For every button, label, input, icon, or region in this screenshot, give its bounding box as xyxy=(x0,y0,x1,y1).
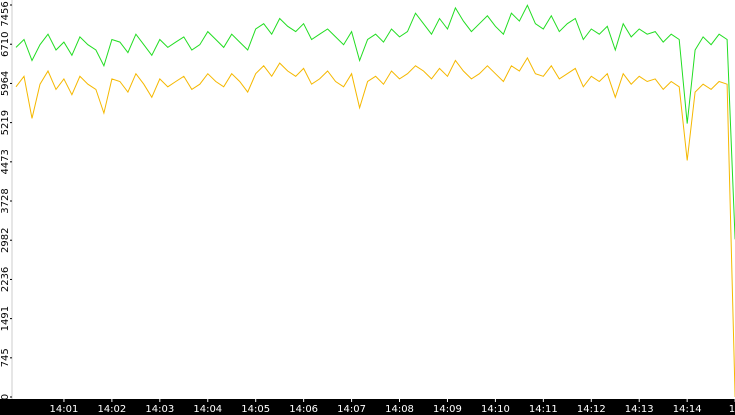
x-tick-label: 14:02 xyxy=(97,404,126,415)
x-tick-label: 14:03 xyxy=(145,404,174,415)
y-tick-label: 7456 xyxy=(0,1,11,26)
y-tick-label: 5219 xyxy=(0,110,11,135)
series-line xyxy=(15,56,735,398)
x-tick-label: 14:08 xyxy=(385,404,414,415)
x-tick-label: 14:11 xyxy=(529,404,558,415)
y-tick-label: 745 xyxy=(0,348,11,367)
x-tick-label: 14:14 xyxy=(673,404,702,415)
x-tick-label: 14:05 xyxy=(241,404,270,415)
y-tick-label: 5964 xyxy=(0,71,11,96)
y-tick-label: 3728 xyxy=(0,188,11,213)
y-tick-label: 1491 xyxy=(0,306,11,331)
series-line xyxy=(15,4,735,240)
x-tick-label: 14 xyxy=(729,404,735,415)
x-tick-label: 14:07 xyxy=(337,404,366,415)
x-tick-label: 14:12 xyxy=(577,404,606,415)
x-tick-label: 14:01 xyxy=(50,404,79,415)
x-tick-label: 14:09 xyxy=(433,404,462,415)
y-tick-label: 4473 xyxy=(0,149,11,174)
x-tick-label: 14:10 xyxy=(481,404,510,415)
plot-background xyxy=(0,0,735,399)
y-tick-label: 6710 xyxy=(0,31,11,56)
y-tick-label: 2982 xyxy=(0,227,11,252)
y-tick-label: 0 xyxy=(0,394,11,400)
x-tick-label: 14:04 xyxy=(193,404,222,415)
x-tick-label: 14:13 xyxy=(625,404,654,415)
x-axis-bar xyxy=(0,399,735,415)
x-tick-label: 14:06 xyxy=(289,404,318,415)
y-tick-label: 2236 xyxy=(0,267,11,292)
